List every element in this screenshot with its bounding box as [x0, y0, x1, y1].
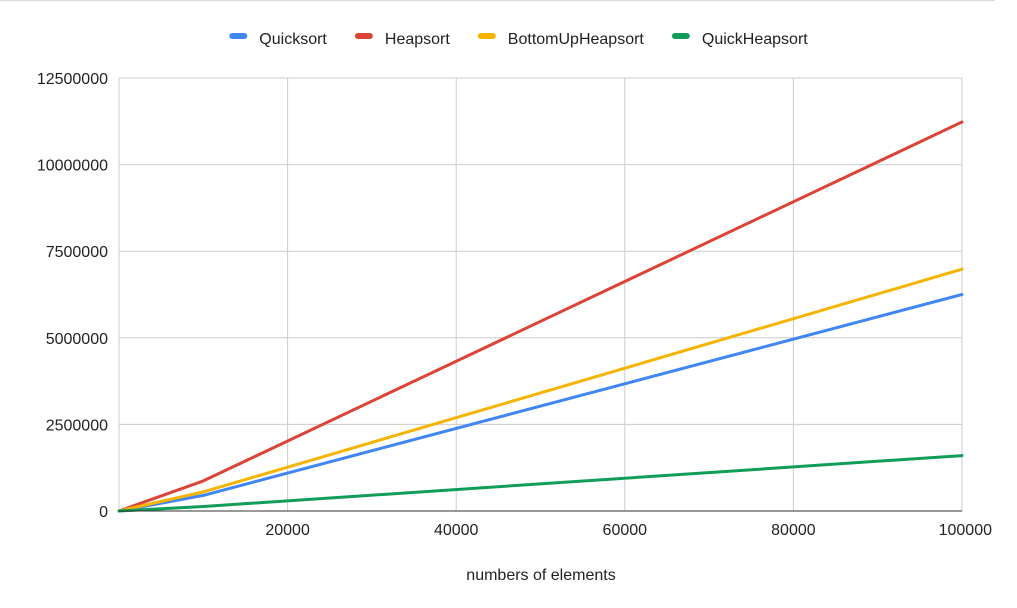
legend-label: Quicksort: [259, 31, 327, 48]
legend-label: Heapsort: [385, 31, 450, 48]
y-tick-label: 10000000: [37, 158, 108, 175]
y-tick-label: 2500000: [46, 417, 108, 434]
legend-item-quickheapsort: QuickHeapsort: [671, 31, 808, 48]
y-tick-label: 7500000: [46, 244, 108, 261]
grid: [118, 77, 963, 511]
legend-item-quicksort: Quicksort: [229, 31, 327, 48]
x-tick-label: 80000: [771, 522, 816, 539]
series-line-quickheapsort: [117, 454, 964, 513]
legend-swatch: [477, 33, 496, 39]
legend: Quicksort Heapsort BottomUpHeapsort QuickHe…: [229, 31, 808, 48]
legend-swatch: [671, 33, 690, 39]
series-lines: [117, 120, 964, 513]
legend-item-bottomupheapsort: BottomUpHeapsort: [477, 31, 645, 48]
x-tick-label: 40000: [434, 522, 479, 539]
legend-item-heapsort: Heapsort: [354, 31, 450, 48]
series-line-bottomupheapsort: [117, 267, 964, 513]
legend-swatch: [354, 33, 373, 39]
x-tick-label: 60000: [603, 522, 648, 539]
y-tick-label: 0: [99, 504, 108, 521]
y-axis-ticks: 0 2500000 5000000 7500000 10000000 12500000: [37, 71, 108, 521]
x-axis-ticks: 20000 40000 60000 80000 100000: [265, 522, 992, 539]
legend-label: QuickHeapsort: [702, 31, 808, 48]
top-divider: [0, 0, 995, 1]
series-line-heapsort: [117, 120, 964, 513]
legend-swatch: [229, 33, 248, 39]
y-tick-label: 5000000: [46, 331, 108, 348]
legend-label: BottomUpHeapsort: [508, 31, 645, 48]
x-tick-label: 100000: [939, 522, 992, 539]
x-axis-title: numbers of elements: [466, 567, 615, 584]
y-tick-label: 12500000: [37, 71, 108, 88]
x-tick-label: 20000: [265, 522, 310, 539]
